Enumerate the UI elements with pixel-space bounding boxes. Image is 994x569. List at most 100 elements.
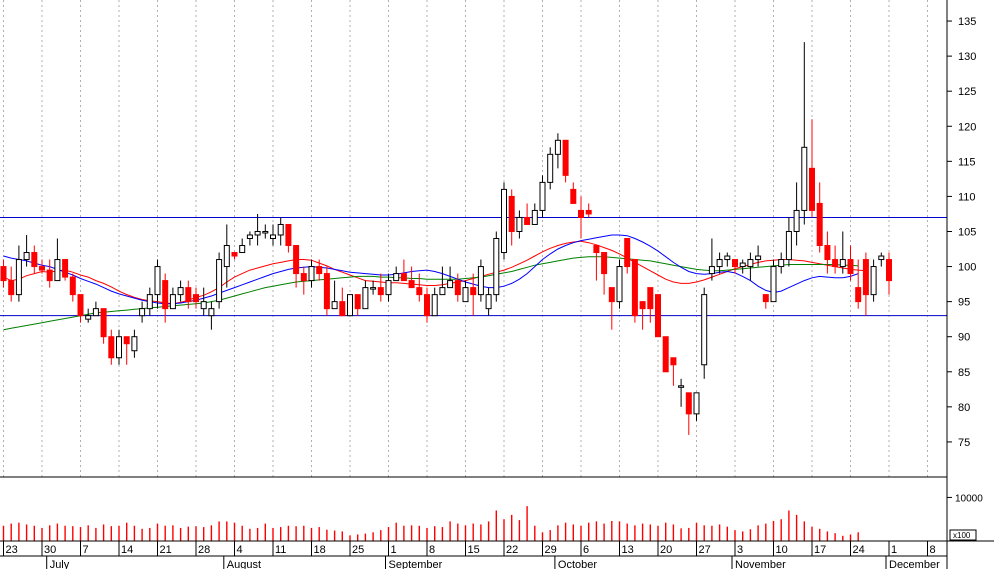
price-tick-label: 105 <box>958 226 976 238</box>
date-tick-label: 18 <box>314 544 326 556</box>
candle-body <box>739 262 746 268</box>
candle-body <box>855 287 862 303</box>
volume-multiplier-box <box>949 529 977 541</box>
volume-bars <box>2 506 859 541</box>
candle-body <box>262 230 269 234</box>
candle-body <box>254 230 261 236</box>
date-tick-label: 29 <box>545 544 557 556</box>
moving-average-line <box>3 256 859 331</box>
candle-body <box>870 266 877 296</box>
candle-body <box>216 259 223 303</box>
candle-body <box>601 252 608 275</box>
candle-body <box>762 294 769 303</box>
candle-body <box>339 301 346 317</box>
candle-body <box>300 273 307 282</box>
candle-body <box>270 234 276 239</box>
date-tick-label: 4 <box>237 544 243 556</box>
date-tick-label: 10 <box>776 544 788 556</box>
price-tick-label: 125 <box>958 86 976 98</box>
candle-body <box>539 181 546 211</box>
candle-body <box>547 153 554 183</box>
candle-body <box>839 259 846 268</box>
date-tick-label: 22 <box>506 544 518 556</box>
date-tick-label: 8 <box>930 544 936 556</box>
date-tick-label: 1 <box>391 544 397 556</box>
candle-body <box>431 294 438 317</box>
date-axis: 23 30 7 14 21 28 4 11 18 25 1 8 15 22 29 6 13 20 27 3 10 17 24… <box>3 541 940 569</box>
date-tick-label: 28 <box>198 544 210 556</box>
candle-body <box>39 266 45 271</box>
month-label: October <box>558 559 597 569</box>
date-tick-label: 25 <box>352 544 364 556</box>
candle-body <box>347 294 353 317</box>
candle-body <box>670 357 677 366</box>
candle-body <box>578 209 584 218</box>
candle-body <box>316 266 323 275</box>
candle-body <box>77 294 84 317</box>
candle-body <box>708 266 715 275</box>
candle-body <box>631 259 638 317</box>
candle-body <box>647 287 654 310</box>
volume-tick-label: 10000 <box>955 493 983 504</box>
candle-body <box>447 280 454 289</box>
candle-body <box>778 259 785 268</box>
candle-body <box>724 255 731 261</box>
candle-body <box>54 259 61 282</box>
month-label: December <box>889 559 940 569</box>
candle-body <box>624 238 631 268</box>
candle-body <box>100 308 107 338</box>
candle-body <box>886 259 892 282</box>
candle-body <box>801 146 808 211</box>
candle-body <box>323 273 330 310</box>
date-tick-label: 15 <box>468 544 480 556</box>
month-label: July <box>50 559 70 569</box>
candle-body <box>277 223 284 236</box>
candle-body <box>832 259 839 268</box>
candle-body <box>862 259 869 296</box>
candle-body <box>501 188 507 254</box>
candle-body <box>23 252 30 261</box>
candlesticks <box>0 42 892 435</box>
volume-axis: 10000 x100 <box>947 493 983 541</box>
candle-body <box>239 245 246 254</box>
candle-body <box>62 259 69 278</box>
candle-body <box>177 287 184 296</box>
candle-body <box>770 266 777 303</box>
month-label: September <box>389 559 443 569</box>
date-tick-label: 17 <box>814 544 826 556</box>
candle-body <box>208 308 215 317</box>
candle-body <box>685 392 692 415</box>
candle-body <box>308 266 315 282</box>
candle-body <box>31 252 38 268</box>
date-tick-label: 14 <box>121 544 133 556</box>
price-tick-label: 120 <box>958 121 976 133</box>
candle-body <box>639 301 646 310</box>
volume-multiplier-label: x100 <box>953 531 971 540</box>
candle-body <box>169 294 176 310</box>
date-tick-label: 23 <box>6 544 18 556</box>
date-tick-label: 30 <box>44 544 56 556</box>
candle-body <box>809 167 815 211</box>
candle-body <box>8 280 15 296</box>
candle-body <box>354 294 361 310</box>
price-tick-label: 110 <box>958 191 976 203</box>
price-tick-label: 75 <box>958 437 970 449</box>
candle-body <box>370 287 377 290</box>
candle-body <box>362 287 369 310</box>
candle-body <box>162 280 169 310</box>
candle-body <box>616 266 623 303</box>
candle-body <box>508 195 515 232</box>
price-tick-label: 130 <box>958 51 976 63</box>
candle-body <box>385 280 392 296</box>
price-tick-label: 115 <box>958 156 976 168</box>
candle-body <box>655 294 661 338</box>
candle-body <box>200 301 207 310</box>
candle-body <box>716 259 723 268</box>
candle-body <box>85 315 92 320</box>
candle-body <box>516 216 523 232</box>
price-tick-label: 80 <box>958 402 970 414</box>
price-tick-label: 85 <box>958 367 970 379</box>
candle-body <box>477 266 484 296</box>
candle-body <box>15 259 22 296</box>
candle-body <box>116 336 122 359</box>
